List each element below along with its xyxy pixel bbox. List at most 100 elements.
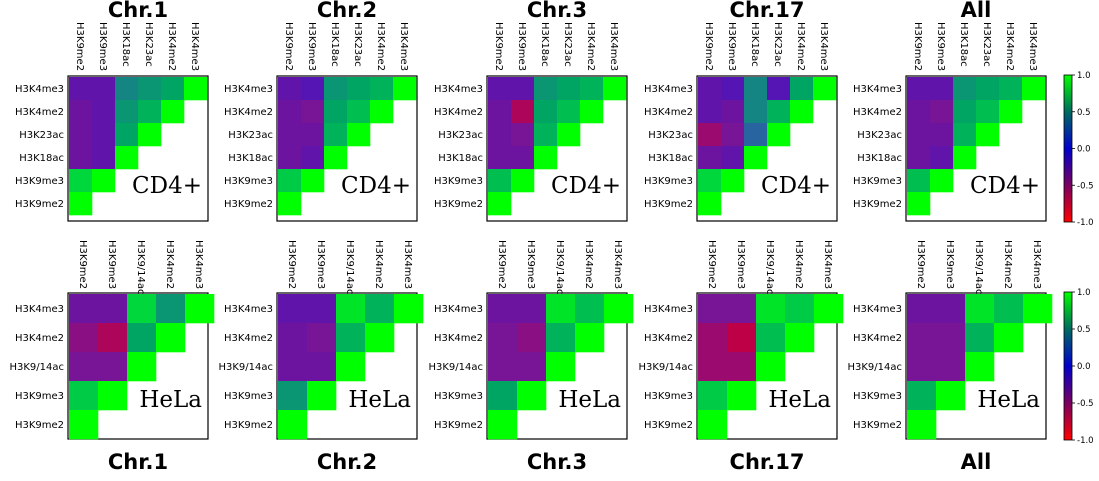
heatmap-cell	[278, 169, 302, 193]
heatmap-cell	[69, 192, 93, 216]
column-label: H3K18ac	[958, 22, 969, 67]
heatmap-cell	[156, 294, 186, 324]
column-label: H3K9me3	[944, 240, 955, 289]
heatmap-cell	[488, 169, 512, 193]
heatmap-cell	[907, 192, 931, 216]
column-label: H3K9me2	[77, 240, 88, 289]
column-label: H3K18ac	[120, 22, 131, 67]
heatmap-cell	[756, 352, 786, 382]
row-label: H3K18ac	[648, 153, 693, 164]
colorbar-tick-label: -0.5	[1077, 181, 1094, 191]
heatmap-cell	[347, 77, 371, 101]
heatmap-cell	[161, 77, 185, 101]
heatmap-cell	[278, 294, 308, 324]
heatmap-cell	[557, 123, 581, 147]
heatmap-cell	[546, 323, 576, 353]
row-label: H3K9me3	[434, 176, 483, 187]
column-label: H3K9/14ac	[973, 240, 984, 295]
heatmap-cell	[324, 146, 348, 170]
top-title-0: Chr.1	[108, 0, 168, 22]
heatmap-cell	[115, 123, 139, 147]
heatmap-cell	[727, 352, 757, 382]
heatmap-cell	[698, 169, 722, 193]
row-label: H3K4me3	[15, 84, 64, 95]
heatmap-cell	[365, 294, 395, 324]
heatmap-cell	[278, 192, 302, 216]
heatmap-cell	[790, 100, 814, 124]
row-label: H3K4me2	[434, 107, 483, 118]
heatmap-cell	[69, 146, 93, 170]
row-label: H3K23ac	[438, 130, 483, 141]
row-label: H3K4me3	[224, 84, 273, 95]
heatmap-cell	[907, 100, 931, 124]
row-label: H3K4me2	[644, 107, 693, 118]
heatmap-cell	[347, 100, 371, 124]
heatmap-cell	[698, 381, 728, 411]
heatmap-cell	[98, 323, 128, 353]
column-label: H3K9me2	[286, 240, 297, 289]
column-label: H3K9me3	[315, 240, 326, 289]
heatmap-cell	[161, 100, 185, 124]
heatmap-cell	[953, 100, 977, 124]
row-label: H3K4me3	[434, 304, 483, 315]
heatmap-cell	[756, 323, 786, 353]
row-label: H3K4me2	[853, 333, 902, 344]
colorbar-tick-label: 0.0	[1077, 362, 1091, 372]
row-label: H3K23ac	[857, 130, 902, 141]
heatmap-cell	[1023, 294, 1053, 324]
colorbar-tick-label: -0.5	[1077, 399, 1094, 409]
heatmap-cell	[517, 294, 547, 324]
heatmap-cell	[721, 123, 745, 147]
column-label: H3K4me3	[402, 240, 413, 289]
row-label: H3K9/14ac	[638, 362, 693, 373]
heatmap-cell	[307, 294, 337, 324]
heatmap-cell	[517, 352, 547, 382]
top-title-1: Chr.2	[317, 0, 377, 22]
heatmap-cell	[907, 146, 931, 170]
titles-layer: Chr.1 Chr.2 Chr.3 Chr.17 All Chr.1 Chr.2 Chr.3 C…	[108, 0, 991, 474]
heatmap-cell	[278, 146, 302, 170]
heatmap-cell	[698, 100, 722, 124]
heatmap-cell	[92, 77, 116, 101]
heatmap-cell	[907, 410, 937, 440]
heatmap-cell	[534, 146, 558, 170]
heatmap-cell	[278, 381, 308, 411]
heatmap-cell	[907, 323, 937, 353]
heatmap-cell	[534, 77, 558, 101]
heatmap-cell	[336, 323, 366, 353]
colorbars-layer: 1.0 0.5 0.0 -0.5 -1.0 1.0 0.5 0.0 -0.5 -1.0	[1063, 71, 1094, 446]
row-label: H3K4me2	[644, 333, 693, 344]
row-label: H3K9me2	[15, 199, 64, 210]
colorbar-gradient	[1063, 74, 1073, 223]
heatmap-cell	[127, 352, 157, 382]
column-label: H3K9me2	[706, 240, 717, 289]
heatmap-cell	[930, 77, 954, 101]
heatmap-cell	[98, 294, 128, 324]
heatmap-cell	[69, 123, 93, 147]
column-label: H3K4me3	[189, 22, 200, 71]
row-label: H3K9me2	[644, 420, 693, 431]
colorbar-CD4+: 1.0 0.5 0.0 -0.5 -1.0	[1063, 71, 1094, 228]
column-label: H3K4me2	[583, 240, 594, 289]
row-label: H3K9me2	[853, 199, 902, 210]
column-label: H3K9me3	[726, 22, 737, 71]
row-label: H3K4me2	[434, 333, 483, 344]
column-label: H3K4me3	[1027, 22, 1038, 71]
heatmap-cell	[301, 169, 325, 193]
heatmap-cell	[488, 146, 512, 170]
heatmap-cell	[98, 352, 128, 382]
column-label: H3K4me3	[1031, 240, 1042, 289]
panel-CD4+-Chr.17: H3K4me3 H3K4me2 H3K23ac H3K18ac H3K9me3 H3K9m…	[644, 22, 838, 222]
heatmap-cell	[488, 323, 518, 353]
heatmap-cell	[511, 77, 535, 101]
panels-layer: H3K4me3 H3K4me2 H3K23ac H3K18ac H3K9me3 H3K9m…	[9, 22, 1053, 440]
panel-HeLa-Chr.17: H3K4me3 H3K4me2 H3K9/14ac H3K9me3 H3K9me2 H3K…	[638, 240, 844, 440]
heatmap-cell	[511, 123, 535, 147]
heatmap-cell	[69, 100, 93, 124]
heatmap-cell	[790, 77, 814, 101]
heatmap-cell	[184, 77, 208, 101]
colorbar-tick-label: -1.0	[1077, 218, 1094, 228]
column-label: H3K4me2	[795, 22, 806, 71]
heatmap-cell	[936, 381, 966, 411]
heatmap-cell	[156, 323, 186, 353]
